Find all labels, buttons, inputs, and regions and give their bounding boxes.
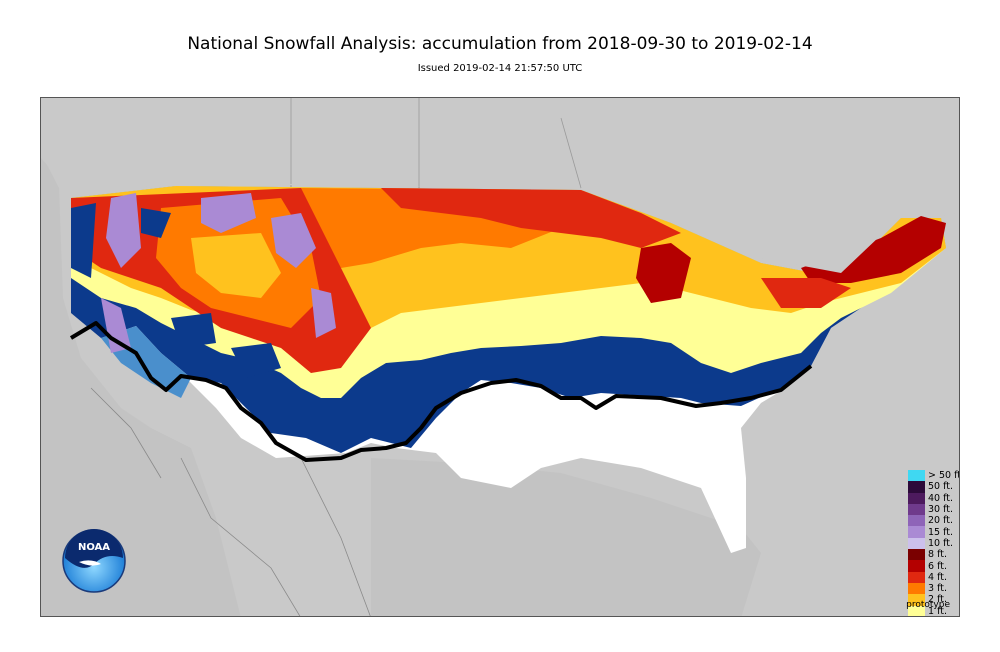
legend-swatch [908, 481, 925, 493]
snowfall-map: > 50 ft.50 ft.40 ft.30 ft.20 ft.15 ft.10… [40, 97, 960, 617]
legend-swatch [908, 571, 925, 583]
legend-swatch [908, 492, 925, 504]
legend-item: 30 ft. [908, 503, 959, 516]
legend-swatch [908, 582, 925, 595]
snow-west-low-blue [71, 203, 281, 378]
snow-4-6-foot-region [381, 188, 681, 248]
legend-swatch [908, 515, 925, 527]
legend-swatch [908, 560, 925, 572]
legend-label: 15 ft. [928, 526, 954, 538]
legend-label: 50 ft. [928, 481, 954, 493]
legend-label: 10 ft. [928, 537, 954, 549]
legend-swatch [908, 549, 925, 561]
map-canvas [41, 98, 959, 616]
issued-timestamp: Issued 2019-02-14 21:57:50 UTC [417, 63, 583, 74]
canada-province-lines [290, 98, 582, 189]
noaa-logo-text: NOAA [78, 542, 110, 553]
legend-item: 4 ft. [908, 571, 959, 583]
pacific-ocean [41, 153, 241, 616]
legend-label: 2 ft. [928, 594, 947, 606]
snow-high-elevation-purple [101, 193, 336, 353]
legend-item: 20 ft. [908, 515, 959, 527]
gulf-of-mexico [371, 458, 761, 616]
legend-label: 4 ft. [928, 571, 947, 583]
legend-swatch [908, 594, 925, 606]
legend-item: 40 ft. [908, 492, 959, 504]
legend-item: 15 ft. [908, 526, 959, 538]
legend-swatch [908, 526, 925, 538]
legend-label: 1 ft. [928, 605, 947, 617]
legend-swatch [908, 537, 925, 550]
legend-label: > 50 ft. [928, 470, 959, 482]
legend-label: 40 ft. [928, 492, 954, 504]
legend: > 50 ft.50 ft.40 ft.30 ft.20 ft.15 ft.10… [908, 470, 959, 617]
legend-item: 8 ft. [908, 549, 959, 561]
legend-swatch [908, 605, 925, 616]
snow-4-foot-northeast [761, 278, 851, 308]
legend-item: 50 ft. [908, 481, 959, 493]
legend-label: 3 ft. [928, 583, 947, 595]
legend-label: 20 ft. [928, 515, 954, 527]
legend-label: 8 ft. [928, 549, 947, 561]
legend-swatch [908, 503, 925, 516]
legend-item: > 50 ft. [908, 470, 959, 482]
legend-item: 1 ft. [908, 605, 959, 617]
legend-swatch [908, 470, 925, 482]
noaa-logo: NOAA [62, 529, 126, 593]
snow-6-foot-michigan [636, 243, 691, 303]
legend-label: 6 ft. [928, 560, 947, 572]
map-title: National Snowfall Analysis: accumulation… [187, 34, 813, 54]
legend-item: 10 ft. [908, 537, 959, 550]
legend-item: 3 ft. [908, 582, 959, 595]
legend-item: 6 ft. [908, 560, 959, 572]
prototype-label: prototype [906, 600, 950, 610]
legend-label: 30 ft. [928, 504, 954, 516]
legend-item: 2 ft. [908, 594, 959, 606]
canada-region [41, 98, 959, 273]
snow-west-mountains-yellow [191, 233, 281, 298]
snow-extent-boundary [69, 321, 813, 462]
